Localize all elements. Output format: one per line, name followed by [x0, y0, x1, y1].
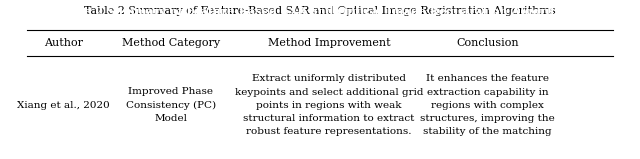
Text: It enhances the feature
extraction capability in
regions with complex
structures: It enhances the feature extraction capab… — [420, 74, 555, 136]
Text: Author: Author — [44, 38, 83, 48]
Text: Method Improvement: Method Improvement — [268, 38, 390, 48]
Text: Extract uniformly distributed
keypoints and select additional grid
points in reg: Extract uniformly distributed keypoints … — [235, 74, 424, 136]
Text: Conclusion: Conclusion — [456, 38, 519, 48]
Text: Improved Phase
Consistency (PC)
Model: Improved Phase Consistency (PC) Model — [125, 87, 216, 123]
Text: Method Category: Method Category — [122, 38, 220, 48]
Text: Xiang et al., 2020: Xiang et al., 2020 — [17, 101, 110, 110]
Text: Table 2 Summary of Feature-Based SAR and Optical Image Registration Algorithms: Table 2 Summary of Feature-Based SAR and… — [84, 6, 556, 16]
Text: Table 2 Summary of Feature-Based SAR and Optical Image Registration Algorithms: Table 2 Summary of Feature-Based SAR and… — [58, 6, 582, 17]
